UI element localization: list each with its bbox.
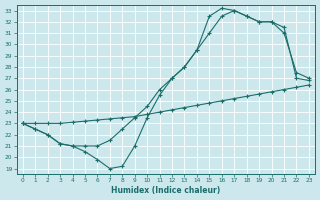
X-axis label: Humidex (Indice chaleur): Humidex (Indice chaleur)	[111, 186, 220, 195]
